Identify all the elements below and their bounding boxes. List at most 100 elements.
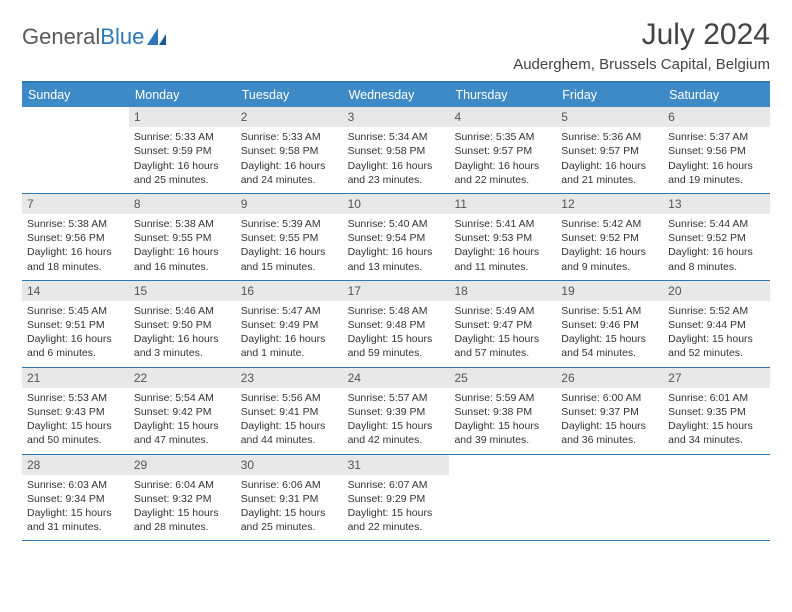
- logo-text-blue: Blue: [100, 24, 144, 50]
- daylight-text-1: Daylight: 16 hours: [134, 332, 231, 346]
- sunset-text: Sunset: 9:57 PM: [454, 144, 551, 158]
- daylight-text-1: Daylight: 15 hours: [348, 332, 445, 346]
- day-number: 7: [22, 194, 129, 214]
- day-cell: 10Sunrise: 5:40 AMSunset: 9:54 PMDayligh…: [343, 194, 450, 280]
- day-cell: 15Sunrise: 5:46 AMSunset: 9:50 PMDayligh…: [129, 281, 236, 367]
- sunrise-text: Sunrise: 5:49 AM: [454, 304, 551, 318]
- sunrise-text: Sunrise: 5:41 AM: [454, 217, 551, 231]
- sunrise-text: Sunrise: 5:51 AM: [561, 304, 658, 318]
- day-cell: 17Sunrise: 5:48 AMSunset: 9:48 PMDayligh…: [343, 281, 450, 367]
- day-number: 26: [556, 368, 663, 388]
- day-cell: 2Sunrise: 5:33 AMSunset: 9:58 PMDaylight…: [236, 107, 343, 193]
- day-number: 17: [343, 281, 450, 301]
- sunrise-text: Sunrise: 5:39 AM: [241, 217, 338, 231]
- day-cell: 5Sunrise: 5:36 AMSunset: 9:57 PMDaylight…: [556, 107, 663, 193]
- day-number: 8: [129, 194, 236, 214]
- day-number: 29: [129, 455, 236, 475]
- daylight-text-1: Daylight: 16 hours: [561, 159, 658, 173]
- sunrise-text: Sunrise: 6:04 AM: [134, 478, 231, 492]
- daylight-text-2: and 28 minutes.: [134, 520, 231, 534]
- day-number: 11: [449, 194, 556, 214]
- day-cell: 11Sunrise: 5:41 AMSunset: 9:53 PMDayligh…: [449, 194, 556, 280]
- daylight-text-1: Daylight: 16 hours: [348, 159, 445, 173]
- daylight-text-1: Daylight: 16 hours: [241, 332, 338, 346]
- sunset-text: Sunset: 9:53 PM: [454, 231, 551, 245]
- day-number: 13: [663, 194, 770, 214]
- day-number: 3: [343, 107, 450, 127]
- daylight-text-1: Daylight: 16 hours: [668, 245, 765, 259]
- day-cell: 6Sunrise: 5:37 AMSunset: 9:56 PMDaylight…: [663, 107, 770, 193]
- sunrise-text: Sunrise: 5:33 AM: [241, 130, 338, 144]
- sunset-text: Sunset: 9:56 PM: [668, 144, 765, 158]
- day-number: 19: [556, 281, 663, 301]
- sunset-text: Sunset: 9:38 PM: [454, 405, 551, 419]
- daylight-text-2: and 6 minutes.: [27, 346, 124, 360]
- daylight-text-1: Daylight: 15 hours: [561, 419, 658, 433]
- day-header-cell: Wednesday: [343, 83, 450, 107]
- sunset-text: Sunset: 9:47 PM: [454, 318, 551, 332]
- daylight-text-1: Daylight: 15 hours: [27, 506, 124, 520]
- sunset-text: Sunset: 9:58 PM: [241, 144, 338, 158]
- sunset-text: Sunset: 9:55 PM: [134, 231, 231, 245]
- daylight-text-2: and 24 minutes.: [241, 173, 338, 187]
- daylight-text-2: and 11 minutes.: [454, 260, 551, 274]
- day-cell: 18Sunrise: 5:49 AMSunset: 9:47 PMDayligh…: [449, 281, 556, 367]
- daylight-text-1: Daylight: 15 hours: [241, 419, 338, 433]
- day-cell: 14Sunrise: 5:45 AMSunset: 9:51 PMDayligh…: [22, 281, 129, 367]
- daylight-text-2: and 59 minutes.: [348, 346, 445, 360]
- sunrise-text: Sunrise: 6:01 AM: [668, 391, 765, 405]
- day-number: 14: [22, 281, 129, 301]
- sunset-text: Sunset: 9:44 PM: [668, 318, 765, 332]
- daylight-text-1: Daylight: 15 hours: [454, 332, 551, 346]
- sunrise-text: Sunrise: 5:59 AM: [454, 391, 551, 405]
- daylight-text-1: Daylight: 15 hours: [27, 419, 124, 433]
- sunrise-text: Sunrise: 5:47 AM: [241, 304, 338, 318]
- week-row: 21Sunrise: 5:53 AMSunset: 9:43 PMDayligh…: [22, 368, 770, 455]
- day-number: 27: [663, 368, 770, 388]
- day-cell: [449, 455, 556, 541]
- daylight-text-1: Daylight: 15 hours: [668, 419, 765, 433]
- day-number: 31: [343, 455, 450, 475]
- day-cell: 16 Sunrise: 5:47 AMSunset: 9:49 PMDayligh…: [236, 281, 343, 367]
- week-row: 28Sunrise: 6:03 AMSunset: 9:34 PMDayligh…: [22, 455, 770, 542]
- daylight-text-1: Daylight: 15 hours: [561, 332, 658, 346]
- daylight-text-2: and 57 minutes.: [454, 346, 551, 360]
- sunrise-text: Sunrise: 5:34 AM: [348, 130, 445, 144]
- day-number: 16: [236, 281, 343, 301]
- sunset-text: Sunset: 9:52 PM: [668, 231, 765, 245]
- sunset-text: Sunset: 9:56 PM: [27, 231, 124, 245]
- sunset-text: Sunset: 9:52 PM: [561, 231, 658, 245]
- week-row: 7Sunrise: 5:38 AMSunset: 9:56 PMDaylight…: [22, 194, 770, 281]
- sunset-text: Sunset: 9:43 PM: [27, 405, 124, 419]
- daylight-text-1: Daylight: 16 hours: [134, 159, 231, 173]
- title-block: July 2024 Auderghem, Brussels Capital, B…: [513, 18, 770, 73]
- day-header-cell: Friday: [556, 83, 663, 107]
- sunset-text: Sunset: 9:34 PM: [27, 492, 124, 506]
- day-number: 4: [449, 107, 556, 127]
- sunset-text: Sunset: 9:58 PM: [348, 144, 445, 158]
- day-cell: 20Sunrise: 5:52 AMSunset: 9:44 PMDayligh…: [663, 281, 770, 367]
- day-cell: 25Sunrise: 5:59 AMSunset: 9:38 PMDayligh…: [449, 368, 556, 454]
- sunrise-text: Sunrise: 5:56 AM: [241, 391, 338, 405]
- calendar-body: 1Sunrise: 5:33 AMSunset: 9:59 PMDaylight…: [22, 107, 770, 541]
- sunrise-text: Sunrise: 6:00 AM: [561, 391, 658, 405]
- sunrise-text: Sunrise: 5:33 AM: [134, 130, 231, 144]
- day-header-cell: Monday: [129, 83, 236, 107]
- day-cell: [663, 455, 770, 541]
- sunset-text: Sunset: 9:48 PM: [348, 318, 445, 332]
- day-cell: 19Sunrise: 5:51 AMSunset: 9:46 PMDayligh…: [556, 281, 663, 367]
- sunset-text: Sunset: 9:49 PM: [241, 318, 338, 332]
- sunset-text: Sunset: 9:32 PM: [134, 492, 231, 506]
- daylight-text-2: and 18 minutes.: [27, 260, 124, 274]
- daylight-text-2: and 31 minutes.: [27, 520, 124, 534]
- logo: GeneralBlue: [22, 18, 168, 50]
- day-cell: 30Sunrise: 6:06 AMSunset: 9:31 PMDayligh…: [236, 455, 343, 541]
- sunrise-text: Sunrise: 5:38 AM: [134, 217, 231, 231]
- day-cell: 22Sunrise: 5:54 AMSunset: 9:42 PMDayligh…: [129, 368, 236, 454]
- day-cell: 21Sunrise: 5:53 AMSunset: 9:43 PMDayligh…: [22, 368, 129, 454]
- sunrise-text: Sunrise: 5:57 AM: [348, 391, 445, 405]
- daylight-text-2: and 22 minutes.: [454, 173, 551, 187]
- day-number: 20: [663, 281, 770, 301]
- daylight-text-1: Daylight: 16 hours: [27, 245, 124, 259]
- daylight-text-1: Daylight: 16 hours: [241, 159, 338, 173]
